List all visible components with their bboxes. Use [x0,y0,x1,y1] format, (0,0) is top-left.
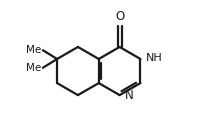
Text: Me: Me [26,63,41,73]
Text: Me: Me [26,45,41,55]
Text: NH: NH [146,53,163,63]
Text: O: O [115,10,124,23]
Text: N: N [125,89,134,102]
